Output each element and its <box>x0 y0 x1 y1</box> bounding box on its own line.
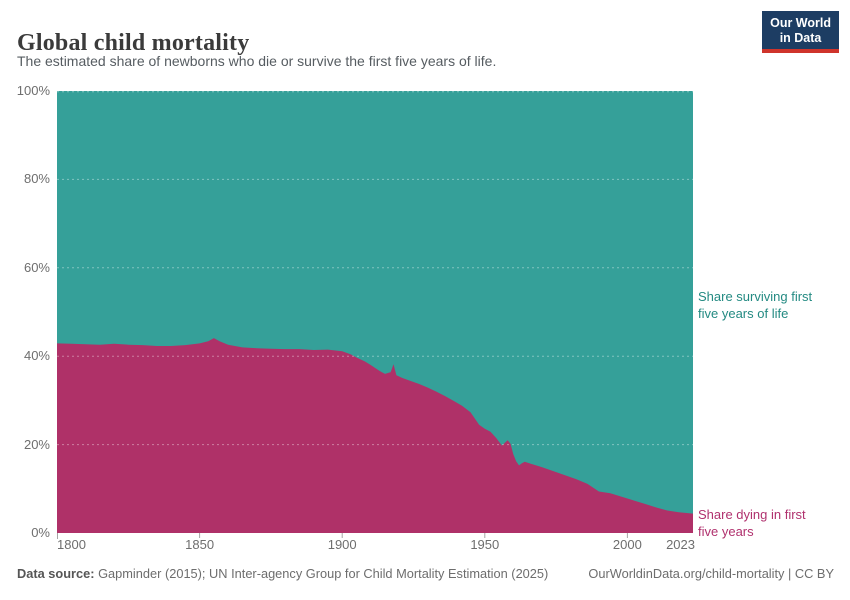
owid-logo-line2: in Data <box>779 31 822 45</box>
owid-logo-line1: Our World <box>770 16 831 30</box>
footer-datasource: Data source: Gapminder (2015); UN Inter-… <box>17 566 548 581</box>
x-axis-label: 1850 <box>185 537 215 552</box>
annotation-dying-line1: Share dying in first <box>698 507 806 522</box>
x-axis-label: 1950 <box>470 537 500 552</box>
footer-datasource-text: Gapminder (2015); UN Inter-agency Group … <box>94 566 549 581</box>
footer-datasource-label: Data source: <box>17 566 95 581</box>
area-dying[interactable] <box>57 338 693 533</box>
y-axis-label: 60% <box>23 259 50 275</box>
y-axis-label: 0% <box>31 525 50 540</box>
x-axis-label: 1800 <box>57 537 86 552</box>
x-axis-label: 2023 <box>666 537 695 552</box>
annotation-surviving-line2: five years of life <box>698 305 789 321</box>
annotation-surviving-line1: Share surviving first <box>698 289 813 304</box>
y-axis-label: 100% <box>16 83 50 98</box>
y-axis-label: 80% <box>23 171 50 187</box>
annotation-dying-label: Share dying in first five years <box>698 507 848 540</box>
annotation-dying-line2: five years <box>698 523 754 539</box>
y-axis-label: 20% <box>23 436 50 452</box>
x-axis-label: 2000 <box>612 537 642 552</box>
stacked-area-plot[interactable] <box>57 91 693 539</box>
x-axis-label: 1900 <box>327 537 357 552</box>
chart-subtitle: The estimated share of newborns who die … <box>17 53 497 69</box>
owid-logo[interactable]: Our World in Data <box>762 11 839 53</box>
annotation-surviving-label: Share surviving first five years of life <box>698 289 848 322</box>
footer-link[interactable]: OurWorldinData.org/child-mortality | CC … <box>588 566 834 581</box>
y-axis-label: 40% <box>23 348 50 364</box>
page-title: Global child mortality <box>17 30 250 57</box>
